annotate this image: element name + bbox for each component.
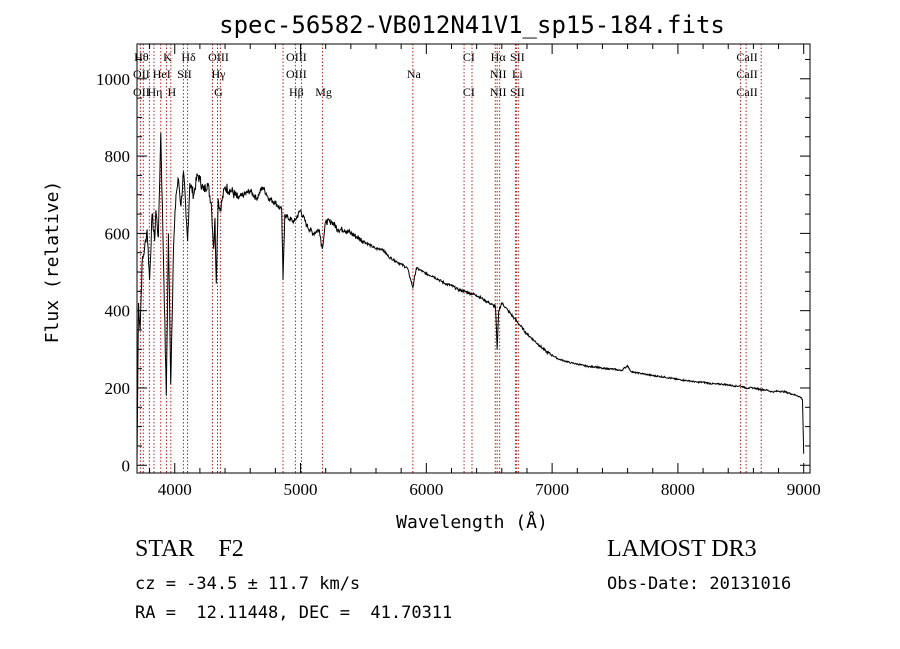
line-label-14-row1: CaII	[736, 50, 757, 64]
y-tick-label-600: 600	[105, 224, 131, 243]
redshift-cz: cz = -34.5 ± 11.7 km/s	[135, 574, 361, 594]
line-label-4-row3: H	[168, 85, 177, 99]
y-axis-ticks: 0 200 400 600 800 1000	[96, 58, 810, 475]
x-tick-label-8000: 8000	[661, 480, 695, 499]
line-label-13-row2: Li	[512, 67, 523, 81]
line-label-1-row3: Hη	[148, 85, 163, 99]
x-tick-label-7000: 7000	[535, 480, 569, 499]
line-label-8-row1: OIII	[286, 50, 307, 64]
flux-series-line	[136, 132, 805, 466]
plot-frame	[136, 43, 811, 474]
line-label-14-row2: CaII	[736, 67, 757, 81]
line-label-10-row2: Na	[407, 67, 422, 81]
line-label-0-row1: Hθ	[134, 50, 149, 64]
line-label-12-row1: Hα	[491, 50, 507, 64]
line-label-7-row2: Hγ	[212, 67, 227, 81]
line-label-13-row3: SII	[510, 85, 525, 99]
line-label-12-row2: NII	[490, 67, 507, 81]
y-tick-label-800: 800	[105, 147, 131, 166]
line-label-13-row1: SII	[510, 50, 525, 64]
chart-title: spec-56582-VB012N41V1_sp15-184.fits	[219, 11, 725, 39]
line-label-8-row3: Hβ	[289, 85, 304, 99]
line-label-3-row1: K	[163, 50, 172, 64]
line-label-8-row2: OIII	[286, 67, 307, 81]
line-label-14-row3: CaII	[736, 85, 757, 99]
x-tick-label-5000: 5000	[284, 480, 318, 499]
observation-date: Obs-Date: 20131016	[607, 574, 792, 594]
line-label-11-row1: CI	[463, 50, 475, 64]
line-label-5-row2: SII	[177, 67, 192, 81]
line-label-9-row3: Mg	[315, 85, 332, 99]
x-tick-label-6000: 6000	[409, 480, 443, 499]
line-markers	[139, 44, 762, 473]
line-label-2-row2: HeI	[153, 67, 171, 81]
line-label-11-row3: CI	[463, 85, 475, 99]
object-class: STAR F2	[135, 536, 244, 562]
line-label-12-row3: NII	[490, 85, 507, 99]
y-tick-label-200: 200	[105, 379, 131, 398]
y-axis-label: Flux (relative)	[42, 181, 63, 344]
x-axis-ticks: 4000 5000 6000 7000 8000 9000	[149, 44, 821, 499]
line-label-7-row1: OIII	[208, 50, 229, 64]
line-label-6-row1: Hδ	[181, 50, 196, 64]
y-tick-label-1000: 1000	[96, 70, 130, 89]
y-tick-label-400: 400	[105, 302, 131, 321]
x-tick-label-9000: 9000	[787, 480, 821, 499]
line-label-7-row3: G	[214, 85, 223, 99]
ra-dec-coordinates: RA = 12.11448, DEC = 41.70311	[135, 603, 453, 623]
x-tick-label-4000: 4000	[158, 480, 192, 499]
x-axis-label: Wavelength (Å)	[396, 511, 548, 533]
y-tick-label-0: 0	[122, 456, 131, 475]
survey-name: LAMOST DR3	[607, 536, 757, 562]
